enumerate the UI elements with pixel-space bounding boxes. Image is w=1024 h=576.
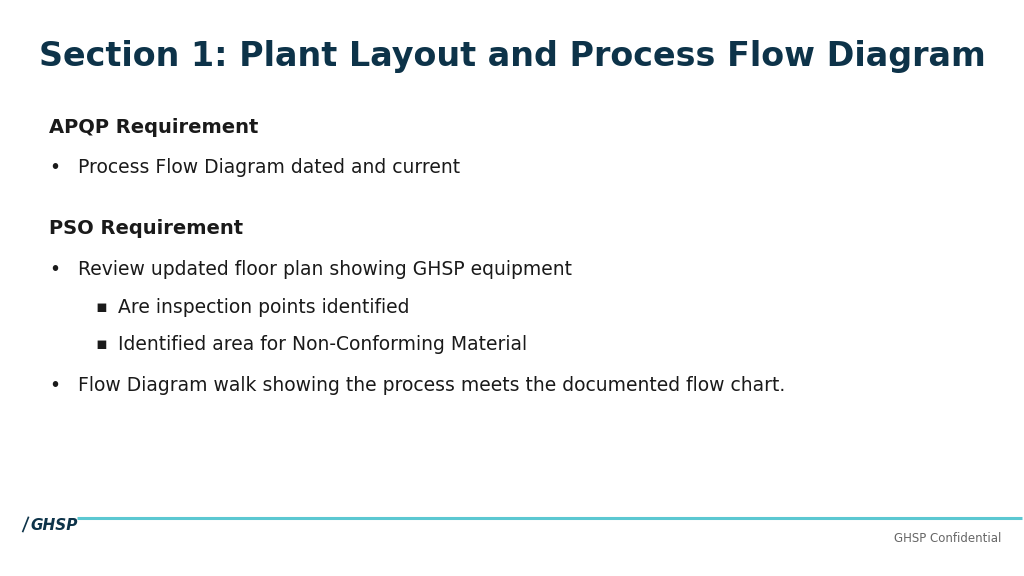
Text: ▪: ▪ bbox=[95, 298, 106, 316]
Text: •: • bbox=[49, 158, 60, 177]
Text: Are inspection points identified: Are inspection points identified bbox=[118, 298, 410, 317]
Text: Review updated floor plan showing GHSP equipment: Review updated floor plan showing GHSP e… bbox=[78, 260, 571, 279]
Text: Flow Diagram walk showing the process meets the documented flow chart.: Flow Diagram walk showing the process me… bbox=[78, 376, 785, 395]
Text: GHSP: GHSP bbox=[31, 518, 78, 533]
Text: Identified area for Non-Conforming Material: Identified area for Non-Conforming Mater… bbox=[118, 335, 527, 354]
Text: APQP Requirement: APQP Requirement bbox=[49, 118, 258, 137]
Text: ▪: ▪ bbox=[95, 335, 106, 353]
Text: •: • bbox=[49, 376, 60, 395]
Text: PSO Requirement: PSO Requirement bbox=[49, 219, 244, 238]
Text: GHSP Confidential: GHSP Confidential bbox=[894, 532, 1001, 545]
Text: Process Flow Diagram dated and current: Process Flow Diagram dated and current bbox=[78, 158, 460, 177]
Text: •: • bbox=[49, 260, 60, 279]
Text: Section 1: Plant Layout and Process Flow Diagram: Section 1: Plant Layout and Process Flow… bbox=[39, 40, 986, 73]
